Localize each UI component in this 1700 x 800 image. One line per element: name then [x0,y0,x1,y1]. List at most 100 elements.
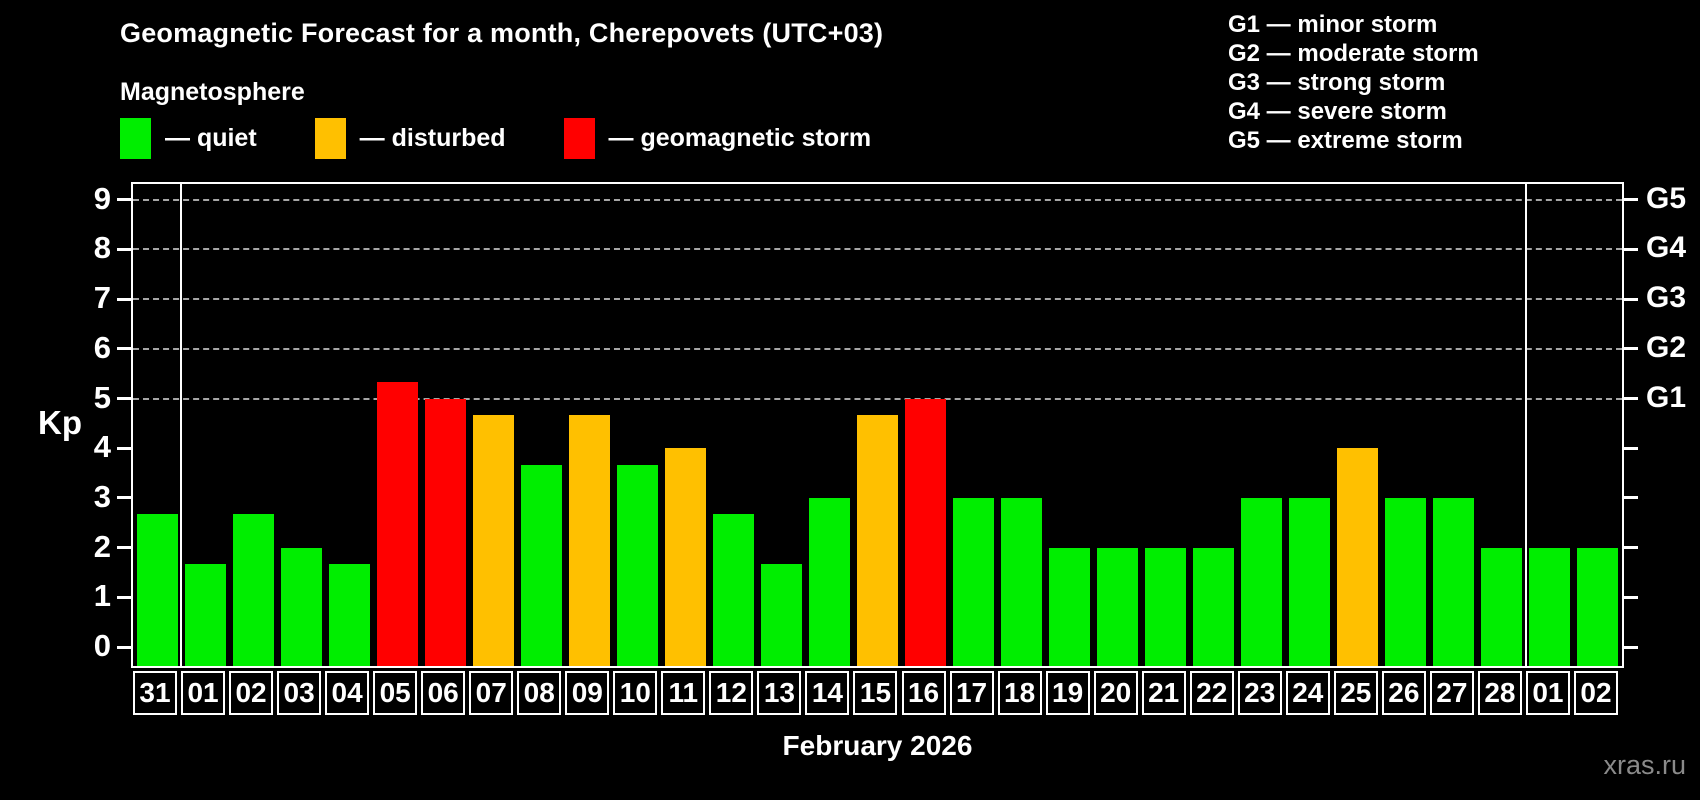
gridline-kp9 [133,198,1622,201]
day-label-26: 26 [1381,671,1426,715]
g-scale-legend: G1 — minor storm G2 — moderate storm G3 — … [1228,10,1479,155]
legend-item-quiet: — quiet [120,118,257,159]
y-tick-right-7 [1624,297,1638,301]
y-tick-left-6 [117,347,131,351]
g-legend-line: G3 — strong storm [1228,69,1446,96]
legend-title: Magnetosphere [120,78,305,106]
kp-bar-day-13 [760,564,802,666]
y-tick-left-8 [117,247,131,251]
kp-bar-day-15 [856,414,898,666]
kp-bar-day-28 [1481,547,1523,666]
gridline-kp6 [133,347,1622,350]
y-tick-label-8: 8 [93,230,111,266]
kp-bar-day-16 [905,398,947,666]
gridline-kp5 [133,397,1622,400]
day-label-02: 02 [229,671,274,715]
y-tick-left-0 [117,645,131,649]
plot-canvas [133,184,1622,666]
month-divider [1524,184,1527,666]
day-label-01: 01 [1525,671,1570,715]
y-tick-label-0: 0 [93,628,111,663]
day-label-23: 23 [1237,671,1282,715]
kp-bar-day-02 [1577,547,1619,666]
day-label-25: 25 [1333,671,1378,715]
magnetosphere-legend: — quiet — disturbed — geomagnetic storm [120,118,871,159]
y-tick-right-0 [1624,645,1638,649]
gridline-kp7 [133,298,1622,301]
kp-bar-day-23 [1241,497,1283,666]
kp-bar-day-09 [568,414,610,666]
day-label-06: 06 [421,671,466,715]
kp-bar-day-31 [136,514,178,666]
y-tick-label-4: 4 [93,429,111,465]
kp-bar-day-22 [1193,547,1235,666]
y-tick-label-1: 1 [93,578,111,614]
y-tick-left-1 [117,595,131,599]
g-level-label-G2: G2 [1646,330,1687,364]
y-tick-label-5: 5 [93,379,111,415]
legend-item-storm: — geomagnetic storm [563,118,871,159]
day-label-04: 04 [325,671,370,715]
y-tick-left-9 [117,198,131,202]
kp-bar-day-20 [1097,547,1139,666]
y-tick-right-9 [1624,198,1638,202]
day-label-09: 09 [565,671,610,715]
kp-bar-day-07 [472,414,514,666]
quiet-swatch [120,118,151,159]
legend-label: — quiet [165,124,257,152]
day-label-17: 17 [949,671,994,715]
g-level-label-G4: G4 [1646,231,1687,265]
y-tick-right-5 [1624,397,1638,400]
kp-bar-day-04 [328,564,370,666]
kp-bar-day-01 [1529,547,1571,666]
kp-bar-day-14 [808,497,850,666]
day-label-jan-31: 31 [133,671,177,715]
kp-bar-day-24 [1289,497,1331,666]
kp-bar-day-10 [616,464,658,666]
kp-bar-day-19 [1049,547,1091,666]
day-label-15: 15 [853,671,898,715]
day-label-08: 08 [517,671,562,715]
y-tick-left-3 [117,496,131,500]
kp-bar-day-02 [232,514,274,666]
y-tick-label-7: 7 [93,280,111,316]
day-label-07: 07 [469,671,514,715]
kp-bar-day-17 [953,497,995,666]
g-level-label-G1: G1 [1646,380,1687,414]
day-label-21: 21 [1141,671,1186,715]
kp-bar-day-06 [424,398,466,666]
y-tick-right-1 [1624,595,1638,599]
day-label-18: 18 [997,671,1042,715]
chart-title: Geomagnetic Forecast for a month, Cherep… [120,18,884,48]
kp-bar-day-01 [184,564,226,666]
disturbed-swatch [314,118,346,159]
y-tick-left-2 [117,546,131,550]
kp-bar-day-03 [280,547,322,666]
y-axis-title: Kp [38,404,82,441]
y-tick-left-4 [117,446,131,450]
kp-bar-day-12 [712,514,754,666]
x-axis-title: February 2026 [782,730,973,761]
day-label-24: 24 [1285,671,1330,715]
day-label-20: 20 [1093,671,1138,715]
storm-swatch [563,118,595,159]
legend-item-disturbed: — disturbed [314,118,506,159]
day-label-05: 05 [373,671,418,715]
kp-bar-day-27 [1433,497,1475,666]
g-level-label-G3: G3 [1646,281,1687,315]
y-tick-right-3 [1624,496,1638,500]
y-tick-left-7 [117,297,131,301]
g-legend-line: G4 — severe storm [1228,98,1447,125]
g-legend-line: G5 — extreme storm [1228,127,1463,154]
day-label-10: 10 [613,671,658,715]
kp-bar-day-26 [1385,497,1427,666]
day-label-13: 13 [757,671,802,715]
kp-bar-day-21 [1145,547,1187,666]
day-label-03: 03 [277,671,322,715]
y-tick-right-8 [1624,247,1638,251]
y-tick-label-2: 2 [93,528,111,564]
kp-bar-day-05 [376,382,418,666]
legend-label: — disturbed [359,124,506,152]
y-tick-right-4 [1624,446,1638,450]
